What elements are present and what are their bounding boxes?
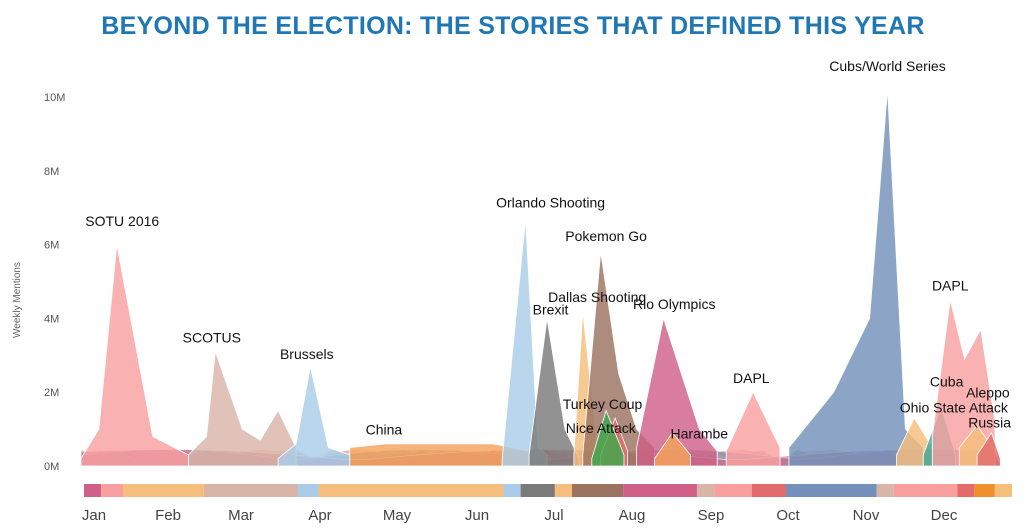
y-axis-label: Weekly Mentions (12, 262, 23, 338)
strip-segment-15 (876, 484, 894, 497)
annotation-cuba-15: Cuba (930, 374, 964, 390)
series-area-brexit-5 (528, 318, 580, 467)
strip-segment-13 (751, 484, 786, 497)
month-label-may: May (383, 507, 412, 524)
series-area-sotu-2016-0 (80, 244, 189, 467)
annotation-china-3: China (366, 422, 403, 438)
strip-segment-4 (298, 484, 319, 497)
y-tick-label-4: 4M (44, 313, 59, 325)
series-area-dapl-12 (725, 391, 781, 467)
series-area-nice-attack-9 (591, 409, 625, 467)
strip-segment-6 (503, 484, 521, 497)
strip-segment-10 (623, 484, 697, 497)
strip-segment-7 (520, 484, 555, 497)
strip-segment-3 (203, 484, 299, 497)
month-label-nov: Nov (853, 507, 880, 524)
strip-segment-17 (957, 484, 975, 497)
series-area-scotus-1 (188, 351, 297, 467)
annotation-harambe-11: Harambe (671, 425, 729, 441)
strip-segment-5 (318, 484, 504, 497)
y-axis-ticks: 0M 2M 4M 6M 8M 10M (44, 92, 65, 473)
month-label-feb: Feb (155, 507, 181, 524)
chart-title: BEYOND THE ELECTION: THE STORIES THAT DE… (101, 12, 925, 40)
strip-segment-12 (714, 484, 752, 497)
annotations: SOTU 2016 SCOTUS Brussels China Orlando Shoo… (85, 58, 1011, 441)
strip-segment-14 (785, 484, 877, 497)
month-label-jun: Jun (465, 507, 489, 524)
month-label-jan: Jan (82, 507, 106, 524)
strip-segment-9 (571, 484, 624, 497)
annotation-orlando-shooting-4: Orlando Shooting (496, 195, 605, 211)
annotation-dapl-14: DAPL (932, 278, 969, 294)
series-area-harambe-11 (654, 432, 691, 467)
annotation-russia-18: Russia (968, 414, 1011, 430)
annotation-aleppo-17: Aleppo (966, 385, 1010, 401)
annotation-sotu-2016-0: SOTU 2016 (85, 213, 159, 229)
strip-segment-19 (994, 484, 1012, 497)
annotation-brussels-2: Brussels (280, 346, 334, 362)
strip-segment-18 (974, 484, 995, 497)
timeline-strip (84, 484, 1012, 497)
y-tick-label-6: 6M (44, 240, 59, 252)
month-label-oct: Oct (776, 507, 800, 524)
annotation-pokemon-go-5: Pokemon Go (565, 228, 647, 244)
annotation-turkey-coup-9: Turkey Coup (563, 396, 643, 412)
y-tick-label-8: 8M (44, 166, 59, 178)
month-label-mar: Mar (228, 507, 254, 524)
y-tick-label-0: 0M (44, 461, 59, 473)
strip-segment-2 (123, 484, 204, 497)
annotation-rio-olympics-8: Rio Olympics (633, 296, 715, 312)
month-axis: Jan Feb Mar Apr May Jun Jul Aug Sep Oct Nov Dec (82, 507, 958, 524)
month-label-aug: Aug (619, 507, 646, 524)
annotation-dapl-12: DAPL (733, 370, 770, 386)
annotation-brexit-7: Brexit (533, 302, 569, 318)
series-areas (80, 89, 1001, 467)
strip-segment-8 (554, 484, 572, 497)
annotation-ohio-state-attack-16: Ohio State Attack (900, 399, 1009, 415)
strip-segment-16 (893, 484, 958, 497)
series-area-brussels-2 (277, 366, 351, 467)
annotation-cubs-world-series-13: Cubs/World Series (829, 58, 945, 74)
annotation-scotus-1: SCOTUS (183, 329, 241, 345)
month-label-dec: Dec (931, 507, 958, 524)
month-label-sep: Sep (698, 507, 725, 524)
y-tick-label-10: 10M (44, 92, 65, 104)
strip-segment-11 (696, 484, 715, 497)
series-area-rio-olympics-10 (636, 316, 718, 467)
series-area-russia-18 (976, 431, 1001, 467)
y-tick-label-2: 2M (44, 387, 59, 399)
annotation-dallas-shooting-6: Dallas Shooting (548, 289, 646, 305)
strip-segment-1 (101, 484, 124, 497)
annotation-nice-attack-10: Nice Attack (566, 420, 637, 436)
strip-segment-0 (84, 484, 102, 497)
month-label-apr: Apr (308, 507, 331, 524)
month-label-jul: Jul (544, 507, 563, 524)
